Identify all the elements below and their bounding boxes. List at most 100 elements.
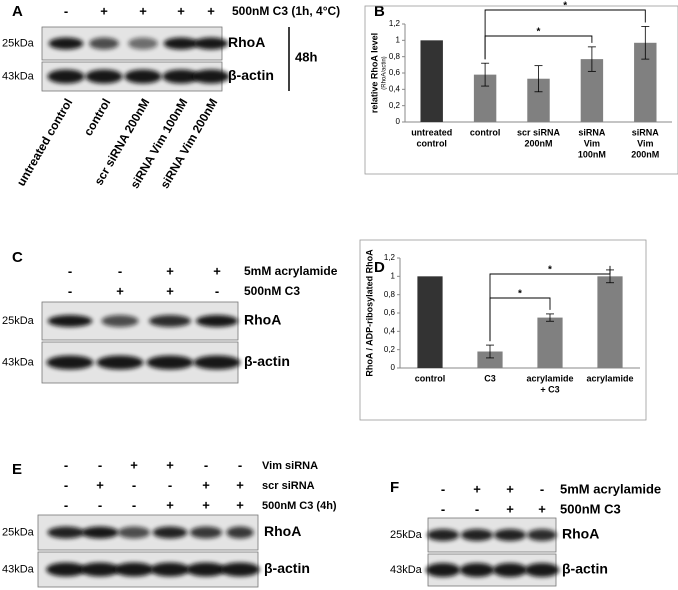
protein-label: β-actin bbox=[264, 560, 310, 576]
x-tick-label: siRNA bbox=[578, 127, 606, 137]
treatment-sign: - bbox=[64, 477, 68, 492]
band bbox=[524, 563, 560, 577]
panel-label: D bbox=[374, 259, 385, 276]
band bbox=[89, 37, 119, 50]
band bbox=[152, 526, 188, 539]
treatment-sign: + bbox=[236, 477, 244, 492]
y-axis-label: relative RhoA level bbox=[369, 33, 379, 113]
treatment-sign: - bbox=[238, 457, 242, 472]
protein-label: RhoA bbox=[228, 34, 265, 50]
treatment-sign: - bbox=[68, 263, 72, 278]
panel-label: E bbox=[12, 461, 22, 478]
bar bbox=[417, 276, 443, 368]
y-tick-label: 0,6 bbox=[389, 68, 401, 77]
x-tick-label: acrylamide bbox=[526, 373, 573, 383]
bar bbox=[537, 317, 563, 368]
marker-label: 25kDa bbox=[2, 315, 35, 327]
treatment-sign: - bbox=[68, 283, 72, 298]
band bbox=[96, 355, 144, 370]
treatment-sign: - bbox=[540, 481, 544, 496]
y-tick-label: 1 bbox=[391, 271, 396, 280]
treatment-sign: + bbox=[166, 457, 174, 472]
bar bbox=[597, 276, 623, 368]
error-bar bbox=[486, 344, 494, 359]
treatment-sign: - bbox=[475, 501, 479, 516]
y-tick-label: 0,4 bbox=[389, 84, 401, 93]
x-tick-label: siRNA bbox=[632, 127, 660, 137]
treatment-sign: - bbox=[441, 481, 445, 496]
treatment-sign: - bbox=[98, 497, 102, 512]
treatment-sign: + bbox=[130, 457, 138, 472]
y-tick-label: 0,6 bbox=[384, 308, 396, 317]
treatment-sign: + bbox=[202, 477, 210, 492]
band bbox=[150, 562, 190, 577]
band bbox=[426, 529, 460, 541]
band bbox=[493, 529, 527, 541]
band bbox=[220, 562, 260, 577]
treatment-label: 500nM C3 (1h, 4°C) bbox=[232, 4, 340, 18]
treatment-sign: - bbox=[64, 3, 68, 18]
protein-label: β-actin bbox=[244, 353, 290, 369]
y-tick-label: 0 bbox=[391, 363, 396, 372]
significance-label: * bbox=[548, 265, 552, 276]
x-tick-label: Vim bbox=[637, 138, 653, 148]
treatment-sign: + bbox=[506, 501, 514, 516]
treatment-sign: - bbox=[204, 457, 208, 472]
treatment-sign: + bbox=[202, 497, 210, 512]
treatment-label: 500nM C3 bbox=[244, 284, 300, 298]
x-tick-label: 100nM bbox=[578, 149, 606, 159]
treatment-sign: + bbox=[96, 477, 104, 492]
band bbox=[192, 69, 230, 84]
marker-label: 25kDa bbox=[2, 526, 35, 538]
treatment-sign: + bbox=[100, 3, 108, 18]
treatment-sign: + bbox=[473, 481, 481, 496]
treatment-sign: + bbox=[116, 283, 124, 298]
significance-bracket bbox=[489, 297, 551, 342]
band bbox=[195, 315, 239, 327]
bar bbox=[634, 42, 657, 122]
treatment-sign: - bbox=[215, 283, 219, 298]
band bbox=[124, 69, 162, 84]
y-tick-label: 1 bbox=[396, 35, 401, 44]
x-tick-label: control bbox=[470, 127, 501, 137]
bar bbox=[420, 40, 443, 123]
error-bar bbox=[534, 65, 543, 93]
y-axis-sublabel: (RhoA/actin) bbox=[382, 56, 388, 89]
y-tick-label: 0,4 bbox=[384, 326, 396, 335]
band bbox=[46, 355, 94, 370]
marker-label: 25kDa bbox=[390, 529, 423, 541]
treatment-sign: - bbox=[132, 477, 136, 492]
x-tick-label: control bbox=[416, 138, 447, 148]
protein-label: RhoA bbox=[562, 526, 599, 542]
band bbox=[46, 562, 86, 577]
treatment-label: 5mM acrylamide bbox=[560, 481, 661, 496]
y-tick-label: 0,8 bbox=[389, 52, 401, 61]
protein-label: RhoA bbox=[244, 312, 281, 328]
x-tick-label: + C3 bbox=[540, 384, 559, 394]
protein-label: β-actin bbox=[562, 561, 608, 577]
treatment-sign: - bbox=[98, 457, 102, 472]
y-axis-label: RhoA / ADP-ribosylated RhoA bbox=[364, 249, 374, 377]
band bbox=[163, 37, 199, 50]
band bbox=[146, 355, 194, 370]
treatment-sign: + bbox=[177, 3, 185, 18]
x-tick-label: C3 bbox=[484, 373, 496, 383]
band bbox=[527, 529, 557, 541]
treatment-sign: + bbox=[506, 481, 514, 496]
time-label: 48h bbox=[295, 49, 317, 64]
band bbox=[193, 37, 229, 50]
error-bar bbox=[481, 62, 490, 87]
band bbox=[81, 526, 119, 539]
band bbox=[85, 69, 123, 84]
y-tick-label: 0 bbox=[396, 117, 401, 126]
treatment-sign: + bbox=[166, 497, 174, 512]
band bbox=[48, 37, 84, 50]
y-tick-label: 0,2 bbox=[389, 101, 401, 110]
bar bbox=[527, 78, 550, 122]
x-tick-label: Vim bbox=[584, 138, 600, 148]
band bbox=[128, 37, 158, 50]
treatment-sign: - bbox=[118, 263, 122, 278]
treatment-label: 5mM acrylamide bbox=[244, 264, 338, 278]
treatment-sign: - bbox=[64, 497, 68, 512]
band bbox=[226, 526, 254, 539]
